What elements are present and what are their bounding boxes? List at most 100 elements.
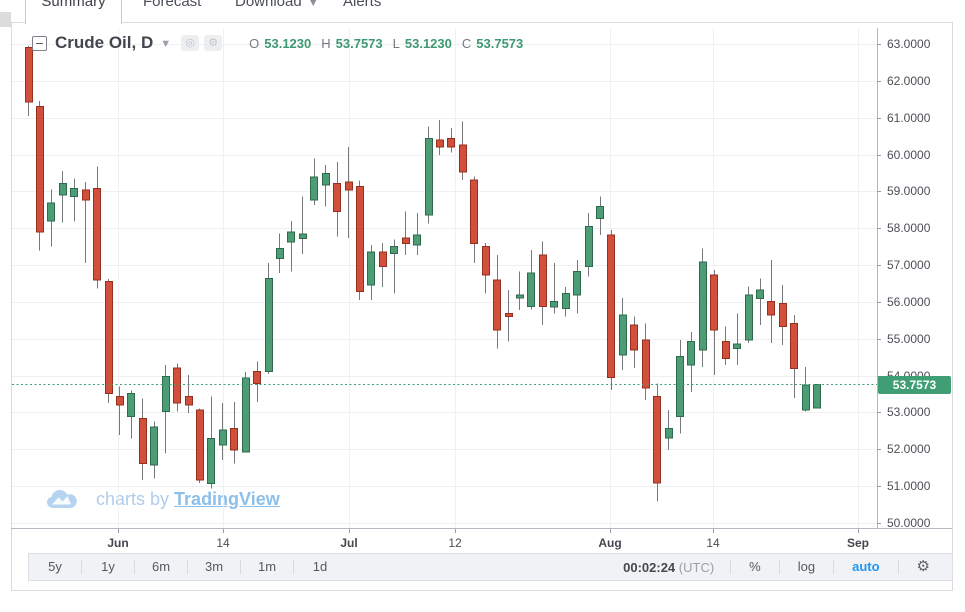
toolbar-right-group: 00:02:24 (UTC) % log auto ⚙ [623,554,952,580]
scale-button-log[interactable]: log [797,559,816,574]
candle-7 [105,281,113,394]
candle-32 [390,246,398,254]
settings-gear-icon[interactable]: ⚙ [916,558,930,575]
price-label: 52.0000 [887,442,931,456]
time-tick [349,529,350,533]
watermark: charts by TradingView [46,487,280,511]
time-tick [713,529,714,533]
time-label-14: 14 [706,536,720,550]
tab-summary[interactable]: Summary [41,0,106,10]
time-tick [223,529,224,533]
price-label: 51.0000 [887,479,931,493]
candle-17 [219,429,227,446]
candle-44 [527,272,535,308]
price-chart-canvas[interactable] [12,28,877,529]
toolbar-separator [134,560,135,574]
tab-forecast[interactable]: Forecast [143,0,202,10]
time-label-12: 12 [448,536,462,550]
candle-43 [516,294,524,299]
tab-summary-box[interactable] [25,0,122,24]
range-button-5y[interactable]: 5y [48,559,62,574]
ohlc-label-C: C [461,35,472,51]
candle-55 [653,396,661,484]
price-label: 56.0000 [887,295,931,309]
price-tick [877,339,881,340]
symbol-title[interactable]: Crude Oil, D [55,33,154,52]
toolbar-separator [778,560,780,574]
candle-5 [82,189,90,201]
candle-65 [767,301,775,316]
price-scale[interactable]: 53.7573 63.0000 62.0000 61.0000 60.0000 59.0… [877,28,953,530]
time-label-jun: Jun [107,536,129,550]
candle-11 [150,426,158,466]
ohlc-label-H: H [321,35,331,51]
range-button-1y[interactable]: 1y [101,559,115,574]
range-button-3m[interactable]: 3m [204,559,224,574]
candle-33 [402,237,410,244]
toolbar-separator [187,560,188,574]
price-axis-line [877,28,878,529]
price-label: 60.0000 [887,148,931,162]
price-label: 58.0000 [887,221,931,235]
candle-63 [745,294,753,341]
chevron-down-icon[interactable]: ▼ [160,38,172,50]
ohlc-value-L: 53.1230 [404,35,452,51]
ohlc-label-O: O [249,35,260,51]
candle-18 [230,427,238,451]
price-tick [877,486,881,487]
toolbar-separator [897,560,899,574]
range-button-1m[interactable]: 1m [257,559,277,574]
candle-64 [756,289,764,299]
chart-settings-icon[interactable]: ⚙ [204,35,223,51]
candle-38 [459,144,467,173]
range-button-1d[interactable]: 1d [312,559,328,574]
tradingview-link[interactable]: TradingView [174,488,280,509]
toolbar-separator [730,560,732,574]
candle-41 [493,279,501,331]
candle-46 [550,301,558,308]
time-tick [610,529,611,533]
candle-60 [710,274,718,331]
tradingview-cloud-icon [47,490,77,508]
price-tick [877,118,881,119]
toolbar-separator [240,560,241,574]
snapshot-camera-icon[interactable]: ◎ [181,35,200,51]
toolbar-separator [81,560,82,574]
candle-4 [70,187,78,197]
candle-29 [356,186,364,293]
candle-6 [93,187,101,281]
time-scale[interactable]: Jun 14 Jul 12 Aug 14 Sep [12,529,877,553]
candle-35 [425,137,433,216]
time-tick [455,529,456,533]
tab-download[interactable]: Download ▼ [235,0,319,13]
candle-24 [299,233,307,240]
time-label-sep: Sep [846,536,870,550]
candle-57 [676,356,684,418]
price-label: 59.0000 [887,184,931,198]
candle-56 [665,427,673,439]
candle-49 [585,225,593,268]
candle-21 [265,277,273,372]
candle-59 [699,261,707,351]
price-tick [877,449,881,450]
chevron-down-icon: ▼ [307,0,319,9]
chart-legend: Crude Oil, D ▼ ◎ ⚙ O 53.1230 H 53.7573 L 53.1… [32,33,523,53]
candle-31 [379,251,387,268]
auto-scale-button[interactable]: auto [852,559,880,574]
tab-alerts[interactable]: Alerts [343,0,382,10]
candle-26 [322,172,330,186]
watermark-prefix: charts by [96,488,170,509]
toolbar-separator [293,560,294,574]
range-button-6m[interactable]: 6m [151,559,171,574]
collapse-icon[interactable] [32,35,47,51]
candle-58 [687,341,695,366]
price-tick [877,265,881,266]
candle-50 [596,206,604,219]
candle-12 [162,376,170,413]
price-tick [877,191,881,192]
candle-15 [196,409,204,481]
clock-zone: (UTC) [678,559,715,575]
scale-button-percent[interactable]: % [749,559,761,574]
candle-30 [367,251,375,286]
